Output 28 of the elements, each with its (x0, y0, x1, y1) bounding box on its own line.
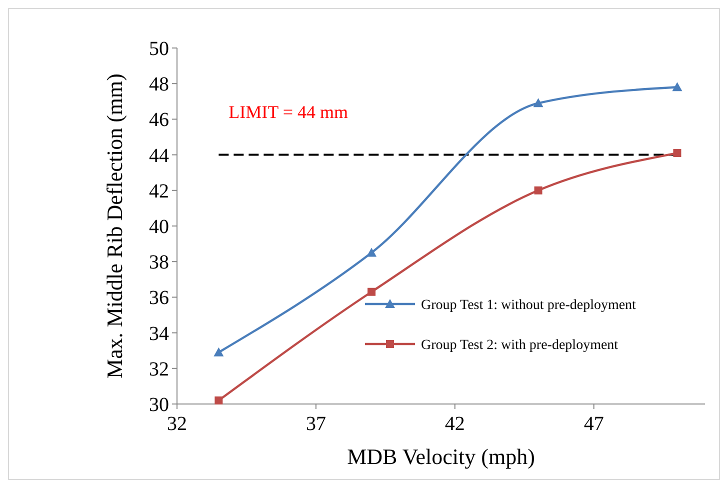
y-tick-label: 48 (149, 74, 169, 96)
y-tick-label: 30 (149, 394, 169, 416)
point (672, 82, 682, 92)
point (368, 288, 376, 296)
point (214, 396, 223, 404)
y-axis-title: Max. Middle Rib Deflection (mm) (102, 74, 127, 378)
point (533, 98, 544, 108)
point (534, 186, 542, 194)
y-tick-label: 50 (149, 38, 169, 60)
x-tick-label: 47 (584, 413, 604, 435)
y-tick-label: 40 (149, 216, 169, 238)
ref-line-label: LIMIT = 44 mm (228, 102, 348, 122)
x-axis-title: MDB Velocity (mph) (347, 444, 535, 469)
y-tick-label: 42 (149, 180, 169, 202)
x-tick-label: 42 (444, 413, 465, 435)
x-tick-label: 32 (167, 413, 187, 435)
legend-label: Group Test 2: with pre-deployment (421, 338, 618, 353)
y-tick-label: 44 (149, 144, 169, 167)
y-tick-label: 34 (149, 322, 169, 345)
point (673, 149, 682, 158)
point (214, 347, 224, 356)
y-tick-label: 36 (149, 287, 169, 310)
x-tick-label: 37 (306, 413, 326, 435)
legend-label: Group Test 1: without pre-deployment (421, 298, 636, 313)
y-tick-label: 46 (149, 109, 169, 132)
point (366, 248, 377, 257)
y-tick-label: 32 (149, 358, 169, 380)
y-tick-label: 38 (149, 252, 169, 274)
